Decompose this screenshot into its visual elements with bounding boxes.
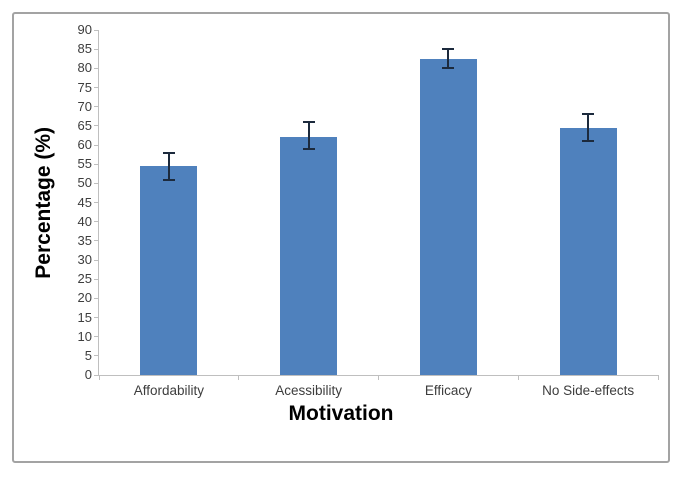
y-tick-mark bbox=[94, 278, 99, 280]
y-tick-label: 30 bbox=[77, 252, 92, 267]
category-label: No Side-effects bbox=[542, 383, 635, 398]
chart-frame: Percentage (%) 0 5 10 15 20 25 30 35 40 45 50 55 60 6… bbox=[12, 12, 670, 463]
y-tick-label: 25 bbox=[77, 271, 92, 287]
x-axis-title: Motivation bbox=[288, 402, 394, 425]
y-tick-label: 5 bbox=[84, 347, 92, 363]
y-tick-mark bbox=[94, 259, 99, 261]
category-label: Affordability bbox=[133, 383, 205, 398]
error-bar-line bbox=[307, 122, 310, 149]
y-tick-mark bbox=[94, 144, 99, 146]
y-tick-mark bbox=[94, 48, 99, 50]
y-tick-mark bbox=[94, 355, 99, 357]
y-tick-label: 15 bbox=[77, 309, 92, 325]
y-tick-label: 80 bbox=[77, 60, 92, 76]
y-tick-mark bbox=[94, 221, 99, 223]
y-tick-mark bbox=[94, 336, 99, 338]
y-tick-label: 35 bbox=[77, 232, 92, 248]
bar bbox=[280, 137, 338, 375]
error-bar-cap-top bbox=[162, 151, 175, 154]
error-bar-line bbox=[447, 49, 450, 69]
y-tick-label: 90 bbox=[77, 22, 92, 37]
y-tick-mark bbox=[94, 182, 99, 184]
y-tick-label: 50 bbox=[77, 175, 92, 191]
y-tick-label: 40 bbox=[77, 213, 92, 229]
y-tick-label: 45 bbox=[77, 194, 92, 210]
error-bar-cap-bottom bbox=[582, 140, 595, 143]
error-bar-line bbox=[587, 114, 590, 142]
x-tick-mark bbox=[517, 375, 519, 380]
y-tick-mark bbox=[94, 87, 99, 88]
y-tick-mark bbox=[94, 67, 99, 69]
error-bar-line bbox=[167, 152, 170, 180]
x-tick-mark bbox=[378, 375, 379, 380]
y-tick-label: 55 bbox=[77, 156, 92, 172]
y-tick-mark bbox=[94, 29, 99, 31]
y-tick-mark bbox=[94, 106, 99, 108]
y-tick-label: 60 bbox=[77, 137, 92, 152]
y-tick-mark bbox=[94, 202, 99, 203]
category-label: Acessibility bbox=[275, 383, 343, 398]
error-bar-cap-top bbox=[582, 113, 595, 116]
y-tick-mark bbox=[94, 240, 99, 242]
x-tick-mark bbox=[238, 375, 240, 380]
bar bbox=[419, 58, 477, 375]
y-tick-label: 10 bbox=[77, 328, 92, 344]
x-tick-mark bbox=[98, 375, 100, 380]
y-tick-label: 70 bbox=[77, 98, 92, 114]
y-tick-label: 85 bbox=[77, 41, 92, 57]
bar bbox=[559, 127, 617, 375]
y-tick-label: 20 bbox=[77, 290, 92, 306]
y-tick-mark bbox=[94, 125, 99, 127]
y-tick-label: 0 bbox=[84, 367, 92, 382]
x-tick-mark bbox=[657, 375, 659, 380]
error-bar-cap-top bbox=[442, 48, 455, 51]
y-tick-mark bbox=[94, 297, 99, 299]
y-tick-mark bbox=[94, 317, 99, 318]
y-tick-label: 75 bbox=[77, 79, 92, 95]
y-tick-label: 65 bbox=[77, 117, 92, 133]
y-tick-mark bbox=[94, 374, 99, 376]
bar bbox=[140, 166, 198, 375]
error-bar-cap-top bbox=[302, 121, 315, 123]
y-tick-mark bbox=[94, 163, 99, 165]
error-bar-cap-bottom bbox=[442, 67, 455, 70]
category-label: Efficacy bbox=[424, 383, 472, 398]
plot-area: 0 5 10 15 20 25 30 35 40 45 50 55 60 65 70 75 80 85 90 Affo… bbox=[78, 22, 659, 398]
error-bar-cap-bottom bbox=[302, 147, 315, 150]
error-bar-cap-bottom bbox=[162, 178, 175, 181]
